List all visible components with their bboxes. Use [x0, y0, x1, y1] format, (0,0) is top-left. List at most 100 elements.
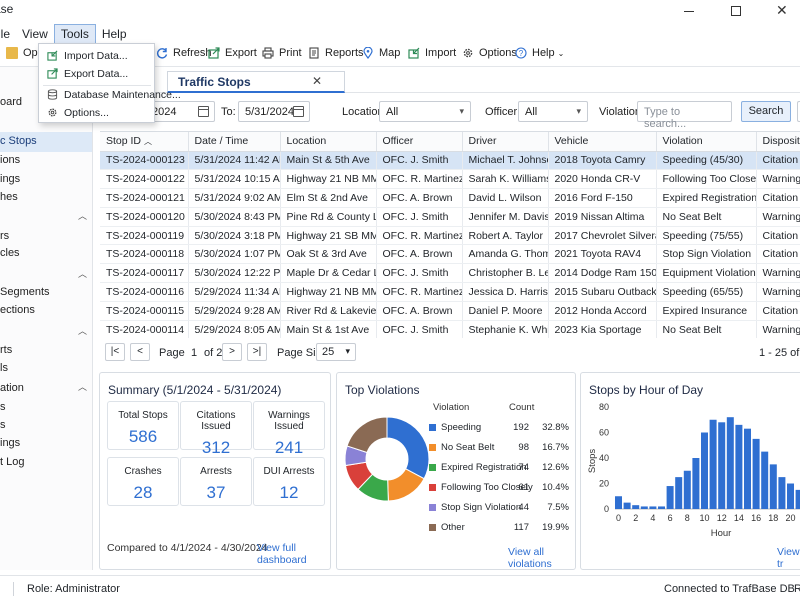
import-button[interactable]: Import: [408, 47, 456, 59]
chevron-up-icon[interactable]: ︿: [78, 269, 88, 279]
menu-tools[interactable]: Tools: [53, 24, 96, 44]
refresh-label: Refresh: [173, 47, 212, 59]
sidebar-item-crashes[interactable]: hes: [0, 191, 18, 203]
column-header-vehicle[interactable]: Vehicle: [548, 132, 657, 152]
sidebar-item-intersections[interactable]: ections: [0, 304, 35, 316]
chevron-up-icon[interactable]: ︿: [78, 326, 88, 336]
to-date-field[interactable]: 5/31/2024: [238, 101, 310, 122]
search-button[interactable]: Search: [741, 101, 791, 122]
menu-item-label: Options...: [64, 107, 109, 119]
stat-card-arrests[interactable]: Arrests 37: [180, 457, 252, 506]
menu-item-import-data[interactable]: Import Data...: [39, 47, 154, 65]
column-header-violation[interactable]: Violation: [656, 132, 757, 152]
sidebar-item-warnings[interactable]: ings: [0, 173, 21, 185]
view-all-violations-link[interactable]: View all violations: [508, 546, 552, 570]
maximize-icon[interactable]: [731, 6, 741, 16]
table-row[interactable]: TS-2024-000119 5/30/2024 3:18 PM Highway 2…: [100, 226, 800, 246]
minimize-icon[interactable]: [684, 11, 694, 12]
calendar-icon[interactable]: [293, 106, 304, 117]
sidebar-item-drivers[interactable]: rs: [0, 230, 10, 242]
menu-item-database-maintenance[interactable]: Database Maintenance...: [39, 86, 181, 104]
menu-item-options[interactable]: Options...: [39, 104, 154, 122]
cell: TS-2024-000115: [100, 301, 189, 321]
column-header-driver[interactable]: Driver: [462, 132, 549, 152]
print-button[interactable]: Print: [262, 47, 302, 59]
chevron-up-icon[interactable]: ︿: [78, 211, 88, 221]
stat-label: DUI Arrests: [263, 466, 315, 477]
sidebar-item-reports[interactable]: rts: [0, 344, 13, 356]
reports-button[interactable]: Reports: [308, 47, 364, 59]
cell: Main St & 1st Ave: [280, 320, 377, 338]
menu-item-export-data[interactable]: Export Data...: [39, 65, 154, 83]
sidebar-section-administration[interactable]: ation: [0, 382, 24, 394]
export-icon: [47, 68, 58, 82]
stat-card-total-stops[interactable]: Total Stops 586: [107, 401, 179, 450]
column-header-stop-id[interactable]: Stop ID ︿: [100, 132, 189, 152]
sidebar-item-tools[interactable]: ls: [0, 362, 8, 374]
location-select[interactable]: All ▾: [379, 101, 471, 122]
table-row[interactable]: TS-2024-000122 5/31/2024 10:15 AM Highway …: [100, 169, 800, 190]
top-violations-title: Top Violations: [345, 383, 420, 397]
table-row[interactable]: TS-2024-000123 5/31/2024 11:42 AM Main St …: [100, 151, 800, 171]
cell: Warning Issued: [756, 207, 800, 227]
refresh-button[interactable]: Refresh: [156, 47, 212, 59]
calendar-icon[interactable]: [198, 106, 209, 117]
from-date-field[interactable]: 2024: [145, 101, 215, 122]
menu-file[interactable]: ile: [0, 27, 11, 41]
map-button[interactable]: Map: [362, 46, 400, 60]
help-button[interactable]: ? Help ⌄: [515, 47, 564, 59]
tab-traffic-stops[interactable]: Traffic Stops ✕: [167, 71, 345, 93]
page-label: Page: [159, 347, 185, 359]
map-pin-icon: [362, 46, 374, 60]
menu-view[interactable]: View: [22, 27, 48, 41]
close-icon[interactable]: ✕: [312, 74, 323, 88]
stat-card-citations[interactable]: Citations Issued 312: [180, 401, 252, 457]
cell: Daniel P. Moore: [462, 301, 549, 321]
first-page-button[interactable]: |<: [105, 343, 125, 361]
table-row[interactable]: TS-2024-000114 5/29/2024 8:05 AM Main St &…: [100, 320, 800, 338]
column-header-date-time[interactable]: Date / Time: [188, 132, 281, 152]
options-button[interactable]: Options: [462, 47, 517, 59]
chevron-up-icon[interactable]: ︿: [78, 382, 88, 392]
column-header-disposition[interactable]: Disposition: [756, 132, 800, 152]
column-header-location[interactable]: Location: [280, 132, 377, 152]
folder-icon: [6, 47, 18, 59]
sidebar-item-traffic-stops[interactable]: c Stops: [0, 132, 92, 152]
officer-select[interactable]: All ▾: [518, 101, 588, 122]
sidebar-item-audit-log[interactable]: t Log: [0, 456, 25, 468]
page-number[interactable]: 1: [191, 347, 198, 359]
table-row[interactable]: TS-2024-000117 5/30/2024 12:22 PM Maple Dr…: [100, 263, 800, 284]
sidebar-item-roles[interactable]: s: [0, 419, 6, 431]
view-trends-link[interactable]: View tr: [777, 546, 800, 570]
sidebar-item-settings[interactable]: ings: [0, 437, 21, 449]
stat-card-dui-arrests[interactable]: DUI Arrests 12: [253, 457, 325, 506]
menu-bar: ile View Tools Help: [0, 24, 800, 44]
cell: Highway 21 NB MM 15: [280, 282, 377, 302]
violation-search-input[interactable]: Type to search...: [637, 101, 732, 130]
cell: 2018 Toyota Camry: [548, 151, 657, 171]
sidebar-item-users[interactable]: s: [0, 401, 6, 413]
extra-filter-button[interactable]: [797, 101, 800, 122]
sidebar-item-citations[interactable]: ions: [0, 154, 21, 166]
table-row[interactable]: TS-2024-000115 5/29/2024 9:28 AM River Rd …: [100, 301, 800, 321]
table-row[interactable]: TS-2024-000121 5/31/2024 9:02 AM Elm St & …: [100, 188, 800, 208]
next-page-button[interactable]: >: [222, 343, 242, 361]
table-row[interactable]: TS-2024-000118 5/30/2024 1:07 PM Oak St & …: [100, 244, 800, 265]
stat-card-crashes[interactable]: Crashes 28: [107, 457, 179, 506]
cell: 5/31/2024 9:02 AM: [188, 188, 281, 208]
sidebar-item-vehicles[interactable]: cles: [0, 247, 20, 259]
menu-help[interactable]: Help: [101, 27, 127, 41]
view-dashboard-link[interactable]: View full dashboard: [257, 542, 307, 566]
page-size-select[interactable]: 25 ▾: [316, 343, 356, 361]
stat-card-warnings[interactable]: Warnings Issued 241: [253, 401, 325, 457]
export-button[interactable]: Export: [208, 47, 257, 59]
last-page-button[interactable]: >|: [247, 343, 267, 361]
column-header-officer[interactable]: Officer: [376, 132, 463, 152]
prev-page-button[interactable]: <: [130, 343, 150, 361]
table-row[interactable]: TS-2024-000120 5/30/2024 8:43 PM Pine Rd &…: [100, 207, 800, 227]
cell: Oak St & 3rd Ave: [280, 244, 377, 265]
sidebar-item-dashboard[interactable]: oard: [0, 96, 23, 108]
close-icon[interactable]: ✕: [776, 2, 788, 18]
table-row[interactable]: TS-2024-000116 5/29/2024 11:34 AM Highway …: [100, 282, 800, 302]
sidebar-item-road-segments[interactable]: Segments: [0, 286, 50, 298]
